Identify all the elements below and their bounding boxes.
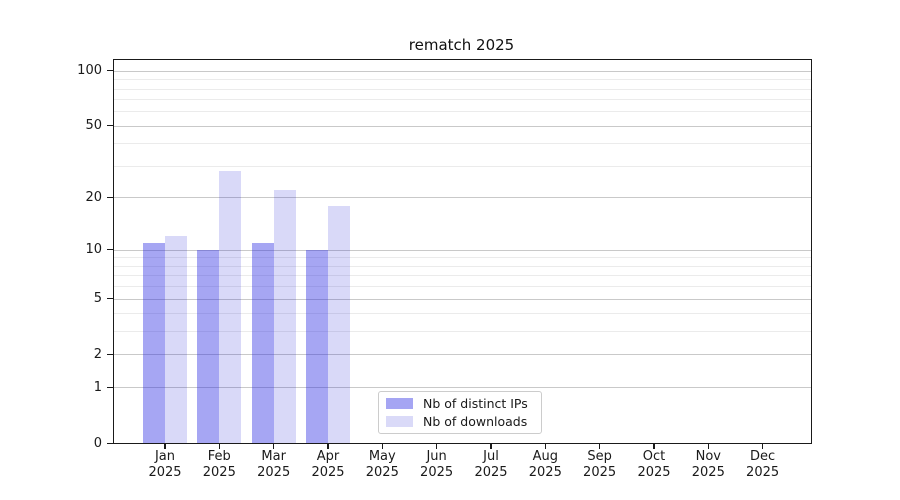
y-tick-label-1: 1	[93, 379, 102, 395]
y-tick-mark-0	[107, 442, 113, 444]
legend-entry-downloads: Nb of downloads	[386, 414, 541, 429]
x-tick-label-sep: Sep 2025	[583, 449, 617, 480]
y-tick-mark-5	[107, 298, 113, 300]
x-tick-mark-oct	[653, 444, 655, 449]
gridline-major-5	[113, 298, 811, 300]
y-tick-mark-2	[107, 353, 113, 356]
bar-downloads-feb	[219, 171, 242, 443]
gridline-minor-80	[113, 88, 811, 90]
x-tick-label-nov: Nov 2025	[691, 449, 725, 480]
bar-distinct-ips-jan	[143, 242, 165, 443]
legend-swatch-distinct-ips	[386, 398, 413, 409]
x-tick-label-apr: Apr 2025	[311, 449, 345, 480]
x-tick-label-aug: Aug 2025	[528, 449, 562, 480]
gridline-major-1	[113, 387, 811, 389]
legend-entry-distinct-ips: Nb of distinct IPs	[386, 396, 541, 411]
y-tick-label-100: 100	[77, 63, 102, 79]
gridline-minor-4	[113, 313, 811, 315]
x-tick-mark-dec	[762, 444, 764, 449]
x-tick-mark-sep	[599, 444, 601, 449]
gridline-minor-30	[113, 166, 811, 167]
y-tick-mark-50	[107, 125, 113, 127]
x-tick-label-may: May 2025	[365, 449, 399, 480]
y-tick-label-0: 0	[93, 435, 102, 451]
gridline-minor-60	[113, 111, 811, 113]
x-tick-mark-jul	[490, 444, 492, 449]
x-tick-mark-feb	[218, 444, 220, 449]
bar-downloads-apr	[328, 205, 350, 443]
y-tick-mark-10	[107, 249, 113, 251]
x-tick-label-mar: Mar 2025	[257, 449, 291, 480]
gridline-minor-40	[113, 143, 811, 145]
bar-downloads-mar	[273, 190, 296, 443]
legend: Nb of distinct IPs Nb of downloads	[378, 391, 542, 434]
gridline-minor-3	[113, 331, 811, 333]
gridline-minor-8	[113, 265, 811, 267]
gridline-minor-6	[113, 286, 811, 287]
x-tick-label-dec: Dec 2025	[746, 449, 780, 480]
y-tick-label-10: 10	[85, 242, 102, 258]
gridline-major-50	[113, 125, 811, 127]
y-tick-label-20: 20	[85, 189, 102, 205]
legend-swatch-downloads	[386, 416, 413, 427]
legend-label-distinct-ips: Nb of distinct IPs	[423, 396, 528, 411]
bar-distinct-ips-feb	[197, 249, 220, 443]
x-tick-mark-may	[381, 444, 383, 449]
bar-downloads-jan	[165, 236, 187, 443]
gridline-major-2	[113, 354, 811, 356]
y-tick-label-5: 5	[93, 291, 102, 306]
y-tick-label-50: 50	[85, 118, 102, 134]
gridline-minor-7	[113, 275, 811, 277]
y-tick-label-2: 2	[93, 346, 102, 362]
y-tick-mark-20	[107, 196, 113, 199]
y-tick-mark-100	[107, 70, 113, 72]
gridline-major-100	[113, 70, 811, 72]
x-tick-mark-jan	[164, 444, 166, 449]
bar-distinct-ips-mar	[251, 242, 274, 443]
x-tick-mark-aug	[544, 444, 546, 449]
x-tick-label-feb: Feb 2025	[202, 449, 236, 480]
x-tick-mark-nov	[707, 444, 709, 449]
x-tick-label-jan: Jan 2025	[148, 449, 182, 480]
x-tick-mark-mar	[273, 444, 275, 449]
gridline-major-10	[113, 249, 811, 251]
x-tick-label-jun: Jun 2025	[420, 449, 454, 480]
x-tick-mark-apr	[327, 444, 329, 449]
gridline-minor-90	[113, 79, 811, 81]
gridline-minor-9	[113, 257, 811, 259]
legend-label-downloads: Nb of downloads	[423, 414, 528, 429]
x-tick-label-oct: Oct 2025	[637, 449, 671, 480]
chart-title: rematch 2025	[408, 36, 515, 54]
y-tick-mark-1	[107, 386, 113, 388]
x-tick-label-jul: Jul 2025	[474, 449, 508, 480]
bar-distinct-ips-apr	[306, 249, 328, 443]
gridline-major-20	[113, 197, 811, 199]
gridline-minor-70	[113, 99, 811, 101]
x-tick-mark-jun	[436, 444, 438, 449]
plot-area	[112, 59, 812, 444]
